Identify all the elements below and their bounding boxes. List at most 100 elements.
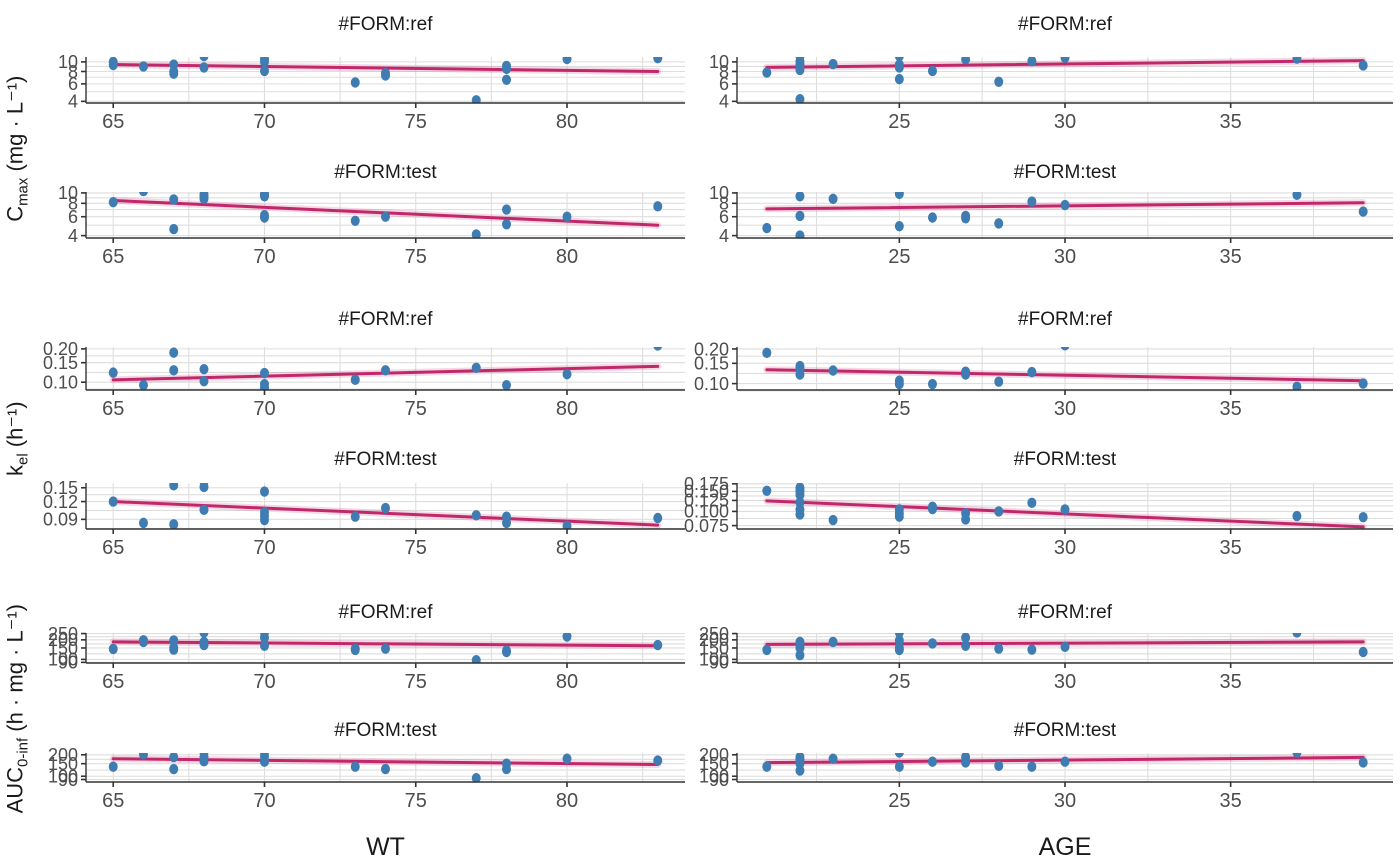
- data-point: [961, 369, 971, 380]
- data-point: [502, 63, 512, 75]
- data-point: [961, 633, 971, 643]
- data-point: [169, 763, 179, 775]
- data-point: [169, 194, 179, 205]
- y-tick-label: 6: [719, 207, 729, 227]
- data-point: [108, 367, 118, 378]
- data-point: [350, 374, 360, 386]
- data-point: [894, 378, 904, 390]
- data-point: [199, 483, 209, 493]
- data-point: [894, 635, 904, 646]
- data-point: [108, 761, 118, 772]
- facet-title-auc-ref-age: #FORM:ref: [1018, 602, 1112, 623]
- x-tick-label: 75: [405, 246, 427, 268]
- data-point: [1027, 644, 1037, 655]
- data-point: [471, 655, 481, 663]
- data-point: [381, 211, 390, 222]
- data-point: [199, 193, 209, 205]
- y-tick-label: 4: [68, 92, 78, 112]
- y-tick-label: 0.100: [684, 502, 729, 522]
- data-point: [199, 376, 209, 387]
- trend-line: [765, 368, 1365, 383]
- data-point: [795, 642, 805, 654]
- data-point: [961, 514, 971, 525]
- data-point: [994, 218, 1004, 229]
- y-tick-label: 4: [719, 92, 729, 112]
- data-point: [199, 57, 209, 62]
- data-point: [795, 369, 805, 380]
- data-point: [927, 756, 937, 767]
- data-point: [1027, 366, 1037, 378]
- data-point: [1060, 641, 1070, 653]
- y-tick-label: 250: [699, 624, 729, 644]
- data-point: [927, 65, 937, 77]
- data-point: [502, 517, 512, 529]
- data-point: [259, 514, 269, 526]
- data-point: [471, 510, 481, 521]
- data-point: [259, 640, 269, 651]
- facet-title-auc-test-age: #FORM:test: [1013, 720, 1117, 741]
- x-tick-label: 75: [405, 398, 427, 420]
- x-tick-label: 80: [556, 246, 578, 268]
- data-point: [259, 212, 269, 223]
- data-point: [762, 644, 772, 656]
- data-point: [994, 760, 1004, 772]
- data-point: [562, 633, 572, 642]
- data-point: [199, 639, 209, 651]
- data-point: [795, 509, 805, 520]
- y-tick-label: 150: [699, 638, 729, 658]
- data-point: [350, 77, 360, 88]
- x-tick-label: 65: [102, 537, 124, 559]
- x-tick-label: 30: [1054, 398, 1076, 420]
- data-point: [1027, 497, 1037, 509]
- facet-title-kel-test-age: #FORM:test: [1013, 449, 1117, 470]
- y-tick-label: 150: [699, 754, 729, 774]
- data-point: [139, 192, 148, 197]
- data-point: [927, 378, 937, 390]
- data-point: [1292, 753, 1302, 758]
- y-tick-label: 90: [709, 653, 729, 673]
- x-tick-label: 25: [888, 111, 910, 133]
- data-point: [502, 763, 512, 775]
- y-axis-label-unit: (h · mg · L⁻¹): [2, 604, 28, 738]
- x-tick-label: 30: [1054, 790, 1076, 812]
- data-point: [138, 517, 148, 529]
- data-point: [1060, 57, 1070, 63]
- data-point: [828, 58, 838, 70]
- data-point: [894, 644, 904, 656]
- data-point: [502, 204, 512, 215]
- data-point: [795, 94, 805, 103]
- facet-title-auc-test-wt: #FORM:test: [334, 720, 437, 741]
- y-axis-label-base: C: [2, 205, 28, 222]
- data-point: [1358, 378, 1368, 389]
- data-point: [795, 230, 805, 238]
- x-tick-label: 65: [102, 398, 124, 420]
- y-tick-label: 150: [48, 754, 78, 774]
- y-tick-label: 10: [709, 52, 729, 72]
- data-point: [994, 643, 1004, 654]
- data-point: [961, 57, 971, 65]
- y-tick-label: 0.075: [684, 516, 729, 536]
- data-point: [199, 62, 209, 73]
- data-point: [381, 502, 390, 514]
- data-point: [138, 753, 148, 760]
- x-tick-label: 25: [888, 246, 910, 268]
- x-tick-label: 75: [405, 671, 427, 693]
- facet-title-cmax-test-age: #FORM:test: [1013, 162, 1117, 183]
- data-point: [169, 347, 179, 358]
- data-point: [259, 486, 269, 497]
- y-tick-label: 90: [709, 770, 729, 790]
- data-point: [350, 215, 360, 226]
- x-tick-label: 70: [253, 246, 275, 268]
- facet-title-kel-test-wt: #FORM:test: [334, 449, 437, 470]
- x-tick-label: 80: [556, 111, 578, 133]
- data-point: [259, 367, 269, 379]
- x-tick-label: 80: [556, 671, 578, 693]
- data-point: [828, 514, 838, 526]
- y-tick-label: 250: [48, 624, 78, 644]
- y-axis-label-unit: (h⁻¹): [2, 401, 28, 454]
- x-tick-label: 75: [405, 537, 427, 559]
- x-tick-label: 30: [1054, 537, 1076, 559]
